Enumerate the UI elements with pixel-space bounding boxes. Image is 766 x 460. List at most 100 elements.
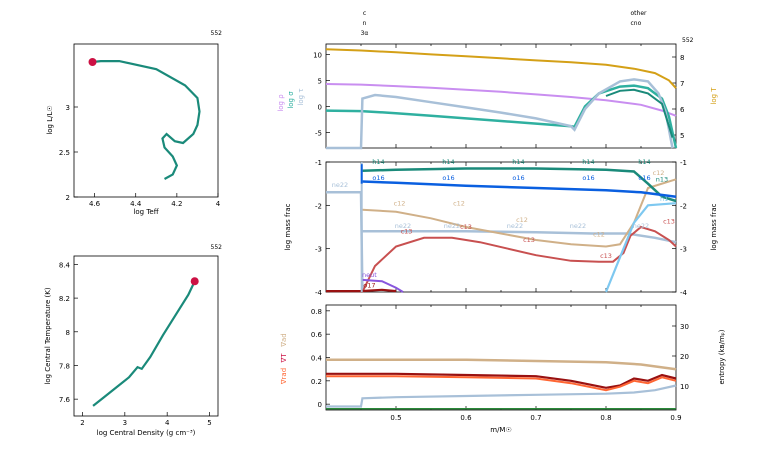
burn-label: n [363,20,367,27]
bot-ytick-right-label: 20 [680,353,689,361]
tc-ylabel: log Central Temperature (K) [44,287,52,384]
bot-left-ylabels: ∇ad ∇T ∇rad [280,333,288,385]
o16-line [362,180,677,198]
bot-ytick-right-label: 30 [680,323,689,331]
tc-ytick-label: 8.2 [59,295,70,303]
hr-model-number: 552 [211,30,223,37]
log-rho-line [325,83,677,117]
top-left-ylabels: log ρ log σ log τ [277,88,305,111]
tc-panel: 552 log Central Density (g cm⁻³) log Cen… [44,244,222,437]
isotope-label: o16 [442,174,454,182]
tc-xtick-label: 5 [207,419,211,427]
isotope-label: c12 [516,216,528,224]
o17-line [326,288,397,293]
hr-ytick-label: 2.5 [59,149,70,157]
isotope-label: h14 [512,158,524,166]
isotope-label: c13 [460,223,472,231]
isotope-label: o17 [363,282,375,290]
top-ytick-right-label: 6 [680,106,685,114]
isotope-label: ne22 [570,222,586,230]
tc-ytick-label: 8.4 [59,261,71,269]
isotope-label: ne22 [507,222,523,230]
hr-xtick-label: 4.6 [89,200,101,208]
top-ytick-right-label: 5 [680,132,684,140]
tc-xtick-label: 2 [80,419,84,427]
mid-ytick-label: -1 [315,159,322,167]
bot-ytick-label: 0.4 [311,355,323,363]
bot-ytick-label: 0 [318,401,322,409]
isotope-label: c13 [523,236,535,244]
grad-T-line [326,372,677,389]
tc-ytick-label: 8 [66,329,70,337]
grad-ad-line [326,358,677,371]
tc-frame [73,255,219,417]
tc-track-line [92,280,196,407]
burn-label: cno [631,20,642,27]
isotope-label: ne22 [444,222,460,230]
isotope-label: ne22 [395,222,411,230]
burn-label: other [631,10,648,17]
top-ytick-label: -5 [315,129,322,137]
ylabel-log-rho: log ρ [277,94,285,112]
steel-line [326,78,674,150]
log-T-line [325,48,677,89]
ylabel-grad-ad: ∇ad [280,333,288,347]
ylabel-log-T: log T [710,87,718,105]
isotope-label: h14 [372,158,384,166]
tc-ytick-label: 7.6 [59,396,71,404]
tc-ytick-label: 7.8 [59,362,70,370]
isotope-label: h1 [660,195,668,203]
bot-ytick-label: 0.2 [311,378,322,386]
top-panel: 552 cn 3α other cno 10 5 0 -5 8 7 6 5 log ρ log σ … [277,10,718,150]
isotope-label: o16 [582,174,594,182]
neut-line [362,278,404,293]
isotope-label: c13 [600,252,612,260]
mid-panel: -1 -1 -2 -2 -3 -3 -4 -4 log mass frac log mass … [284,158,718,297]
bot-frame [325,304,677,411]
ne22-line [362,230,677,244]
mid-ytick-right-label: -1 [680,159,687,167]
bot-xtick-label: 0.9 [670,414,681,422]
hr-xtick-label: 4.4 [130,200,142,208]
h1-line [604,202,677,293]
top-ytick-right-label: 7 [680,80,684,88]
isotope-label: neut [362,271,377,279]
mid-ytick-right-label: -2 [680,202,687,210]
mid-ytick-right-label: -4 [680,289,688,297]
bot-ytick-label: 0.8 [311,308,322,316]
hr-xtick-label: 4.2 [171,200,182,208]
hr-xtick-label: 4 [216,200,221,208]
steel-vertical [326,191,364,293]
isotope-label: n13 [656,176,668,184]
c13-line [361,225,677,293]
bot-xtick-label: 0.6 [460,414,472,422]
bot-ylabel-right: entropy (kʙ/mₚ) [718,329,726,384]
hr-xlabel: log Teff [133,208,158,216]
bot-xtick-label: 0.5 [390,414,401,422]
hr-current-point [88,58,97,66]
isotope-label: h14 [582,158,594,166]
burn-label: c [363,10,366,17]
c12-line [362,178,677,248]
hr-frame [73,43,219,198]
hr-ylabel: log L/L☉ [46,105,54,134]
isotope-label: h14 [442,158,454,166]
isotope-label: c12 [653,169,665,177]
teal-line [605,88,674,138]
hr-ytick-label: 3 [66,104,70,112]
ylabel-log-sigma: log σ [287,91,295,109]
ylabel-log-tau: log τ [297,88,305,105]
tc-current-point [190,277,199,286]
tc-xtick-label: 4 [165,419,170,427]
bot-ytick-label: 0.6 [311,331,323,339]
isotope-label: c12 [453,199,465,207]
bot-ytick-right-label: 10 [680,383,689,391]
top-ytick-label: 5 [318,77,322,85]
bot-xlabel: m/M☉ [490,426,512,434]
mid-ylabel-right: log mass frac [710,203,718,250]
top-model-number: 552 [682,37,694,44]
isotope-label: o16 [512,174,524,182]
isotope-label: h14 [638,158,650,166]
burn-label: 3α [361,30,369,37]
